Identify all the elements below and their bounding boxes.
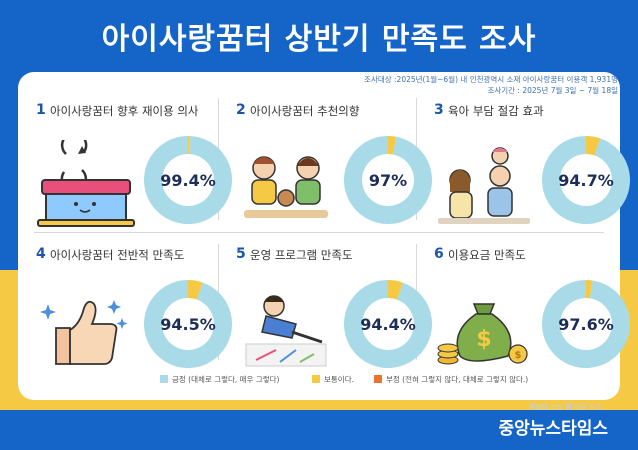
legend: 긍정 (대체로 그렇다, 매우 그렇다) 보통이다. 부정 (전혀 그렇지 않다… [160,374,600,388]
panel-title: 운영 프로그램 만족도 [250,248,353,262]
donut-slice-positive [542,136,630,224]
donut-value-label: 94.5% [160,315,216,334]
svg-text:$: $ [515,350,522,361]
donut-slice-neutral [586,136,601,156]
legend-label: 긍정 (대체로 그렇다, 매우 그렇다) [172,375,280,384]
children-playing-illustration [244,156,328,218]
survey-period: 조사기간 : 2025년 7월 3일 ~ 7월 18일 [487,86,618,95]
donut-slice-neutral [586,280,593,299]
footer-brand-logo: 중앙뉴스타임스 [498,419,608,439]
donut-chart: 94.5% [144,280,232,368]
donut-chart: 97.6% [542,280,630,368]
footer-tagline: 세상을 보는 밝 바른 뉴스 [528,403,602,411]
legend-swatch [160,375,168,383]
survey-target: 조사대상 :2025년(1월~6월) 내 인천광역시 소재 아이사랑꿈터 이용객… [364,75,618,84]
panel-number: 3 [434,102,444,118]
survey-info: 조사대상 :2025년(1월~6월) 내 인천광역시 소재 아이사랑꿈터 이용객… [364,74,618,96]
panel-fee-satisfaction: 6 이용요금 만족도 $ $ 97.6% [434,246,630,374]
panel-title: 아이사랑꿈터 추천의향 [250,104,360,118]
panel-number: 6 [434,246,444,262]
legend-label: 부정 (전혀 그렇지 않다, 대체로 그렇지 않다.) [386,375,529,384]
panel-number: 4 [36,246,46,262]
money-bag-illustration: $ $ [437,303,528,365]
panel-title: 아이사랑꿈터 향후 재이용 의사 [50,104,199,118]
svg-text:$: $ [476,327,491,352]
panel-number: 5 [236,246,246,262]
page-title: 아이사랑꿈터 상반기 만족도 조사 [101,22,537,57]
store-illustration [37,140,135,227]
legend-item-negative: 부정 (전혀 그렇지 않다, 대체로 그렇지 않다.) [374,374,528,385]
donut-slice-positive [144,280,232,368]
panel-title: 이용요금 만족도 [448,248,526,262]
panel-number: 1 [36,102,46,118]
donut-value-label: 99.4% [160,171,216,190]
panel-number: 2 [236,102,246,118]
donut-slice-positive [344,280,432,368]
donut-value-label: 97.6% [558,315,614,334]
donut-slice-neutral [188,280,203,300]
donut-slice-positive [542,280,630,368]
child-drawing-illustration [245,295,327,367]
legend-swatch [374,375,382,383]
background-footer [0,410,638,450]
donut-chart: 94.4% [344,280,432,368]
legend-item-positive: 긍정 (대체로 그렇다, 매우 그렇다) [160,374,279,385]
legend-swatch [312,375,320,383]
donut-value-label: 97% [369,171,407,190]
donut-slice-neutral [388,136,397,155]
panel-reuse: 1 아이사랑꿈터 향후 재이용 의사 99.4% [36,102,232,230]
panel-title: 육아 부담 절감 효과 [448,104,544,118]
donut-chart: 94.7% [542,136,630,224]
donut-chart: 97% [344,136,432,224]
panel-overall-satisfaction: 4 아이사랑꿈터 전반적 만족도 94.5% [36,246,232,374]
panel-burden-relief: 3 육아 부담 절감 효과 94.7% [434,102,630,230]
panel-program-satisfaction: 5 운영 프로그램 만족도 94.4% [236,246,432,374]
panel-recommend: 2 아이사랑꿈터 추천의향 97% [236,102,432,230]
donut-slice-neutral [388,280,404,300]
row-divider [34,232,604,233]
panel-title: 아이사랑꿈터 전반적 만족도 [50,248,185,262]
legend-label: 보통이다. [324,375,354,384]
thumbs-up-illustration [40,300,128,365]
donut-slice-positive [144,136,232,224]
donut-slice-neutral [188,136,190,155]
donut-chart: 99.4% [144,136,232,224]
donut-slice-positive [344,136,432,224]
donut-value-label: 94.4% [360,315,416,334]
legend-item-neutral: 보통이다. [312,374,354,385]
family-illustration [438,147,530,224]
donut-value-label: 94.7% [558,171,614,190]
